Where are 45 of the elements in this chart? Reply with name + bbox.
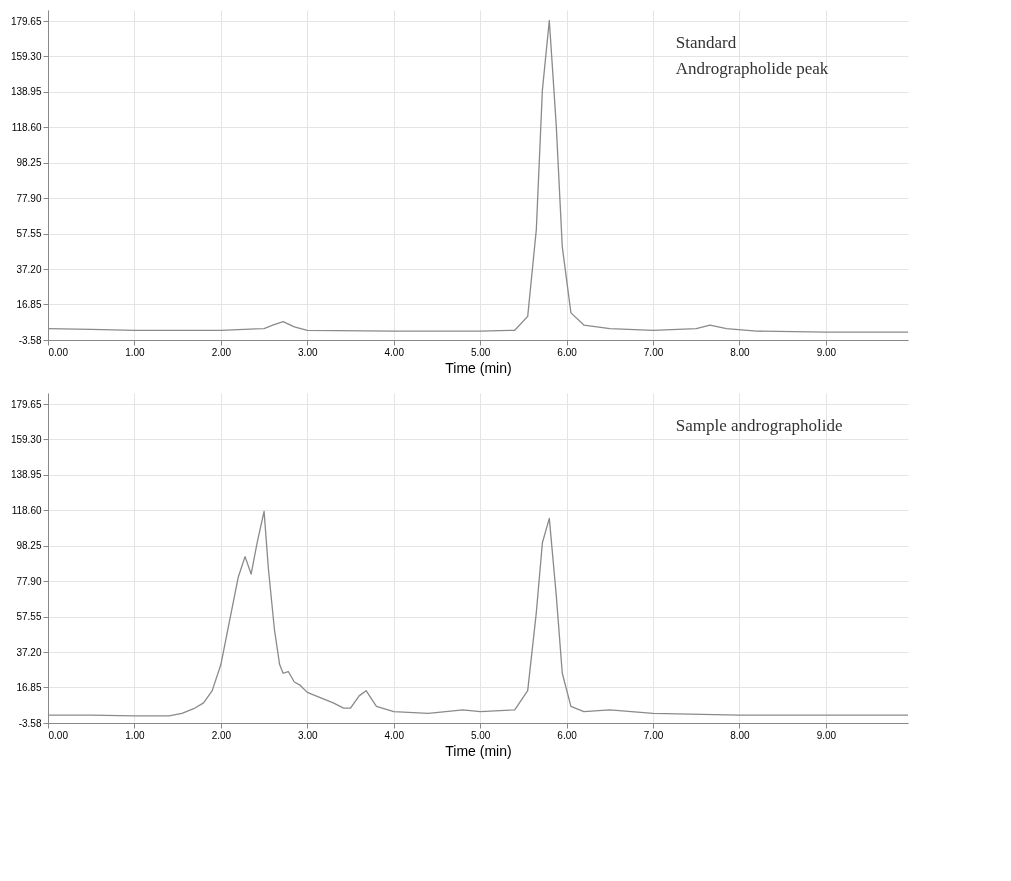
- y-tick-label: 57.55: [16, 228, 42, 240]
- x-tick-label: 9.00: [816, 346, 837, 358]
- x-tick-label: 9.00: [816, 729, 837, 741]
- y-tick-label: 57.55: [16, 611, 42, 623]
- x-tick-label: 0.00: [48, 346, 69, 358]
- x-tick-label: 2.00: [211, 729, 232, 741]
- y-tick-label: -3.58: [18, 334, 42, 346]
- x-tick-label: 7.00: [643, 729, 664, 741]
- x-tick-label: 4.00: [384, 729, 405, 741]
- y-tick-label: 159.30: [10, 433, 42, 445]
- y-tick-label: 37.20: [16, 646, 42, 658]
- annotation: Standard: [675, 33, 737, 52]
- y-tick-label: 16.85: [16, 681, 42, 693]
- y-tick-label: 138.95: [10, 469, 42, 481]
- annotation: Sample andrographolide: [675, 416, 843, 435]
- y-tick-label: 138.95: [10, 86, 42, 98]
- y-tick-label: 37.20: [16, 263, 42, 275]
- x-tick-label: 4.00: [384, 346, 405, 358]
- x-tick-label: 8.00: [730, 346, 751, 358]
- x-tick-label: 1.00: [125, 346, 146, 358]
- x-axis-title: Time (min): [445, 742, 512, 759]
- x-tick-label: 5.00: [470, 346, 491, 358]
- x-tick-label: 6.00: [557, 729, 578, 741]
- annotation: Andrographolide peak: [675, 59, 829, 78]
- x-tick-label: 0.00: [48, 729, 69, 741]
- x-tick-label: 5.00: [470, 729, 491, 741]
- y-tick-label: 179.65: [10, 398, 42, 410]
- y-tick-label: 159.30: [10, 50, 42, 62]
- y-tick-label: 118.60: [11, 504, 42, 516]
- x-tick-label: 3.00: [298, 346, 318, 358]
- x-tick-label: 7.00: [643, 346, 664, 358]
- y-tick-label: 16.85: [16, 298, 42, 310]
- y-tick-label: -3.58: [18, 717, 42, 729]
- y-tick-label: 98.25: [16, 540, 42, 552]
- x-tick-label: 1.00: [125, 729, 146, 741]
- x-axis-title: Time (min): [445, 359, 512, 376]
- y-tick-label: 77.90: [16, 192, 42, 204]
- y-tick-label: 179.65: [10, 15, 42, 27]
- y-tick-label: 118.60: [11, 121, 42, 133]
- y-tick-label: 98.25: [16, 157, 42, 169]
- x-tick-label: 3.00: [298, 729, 318, 741]
- y-tick-label: 77.90: [16, 575, 42, 587]
- x-tick-label: 6.00: [557, 346, 578, 358]
- x-tick-label: 2.00: [211, 346, 232, 358]
- x-tick-label: 8.00: [730, 729, 751, 741]
